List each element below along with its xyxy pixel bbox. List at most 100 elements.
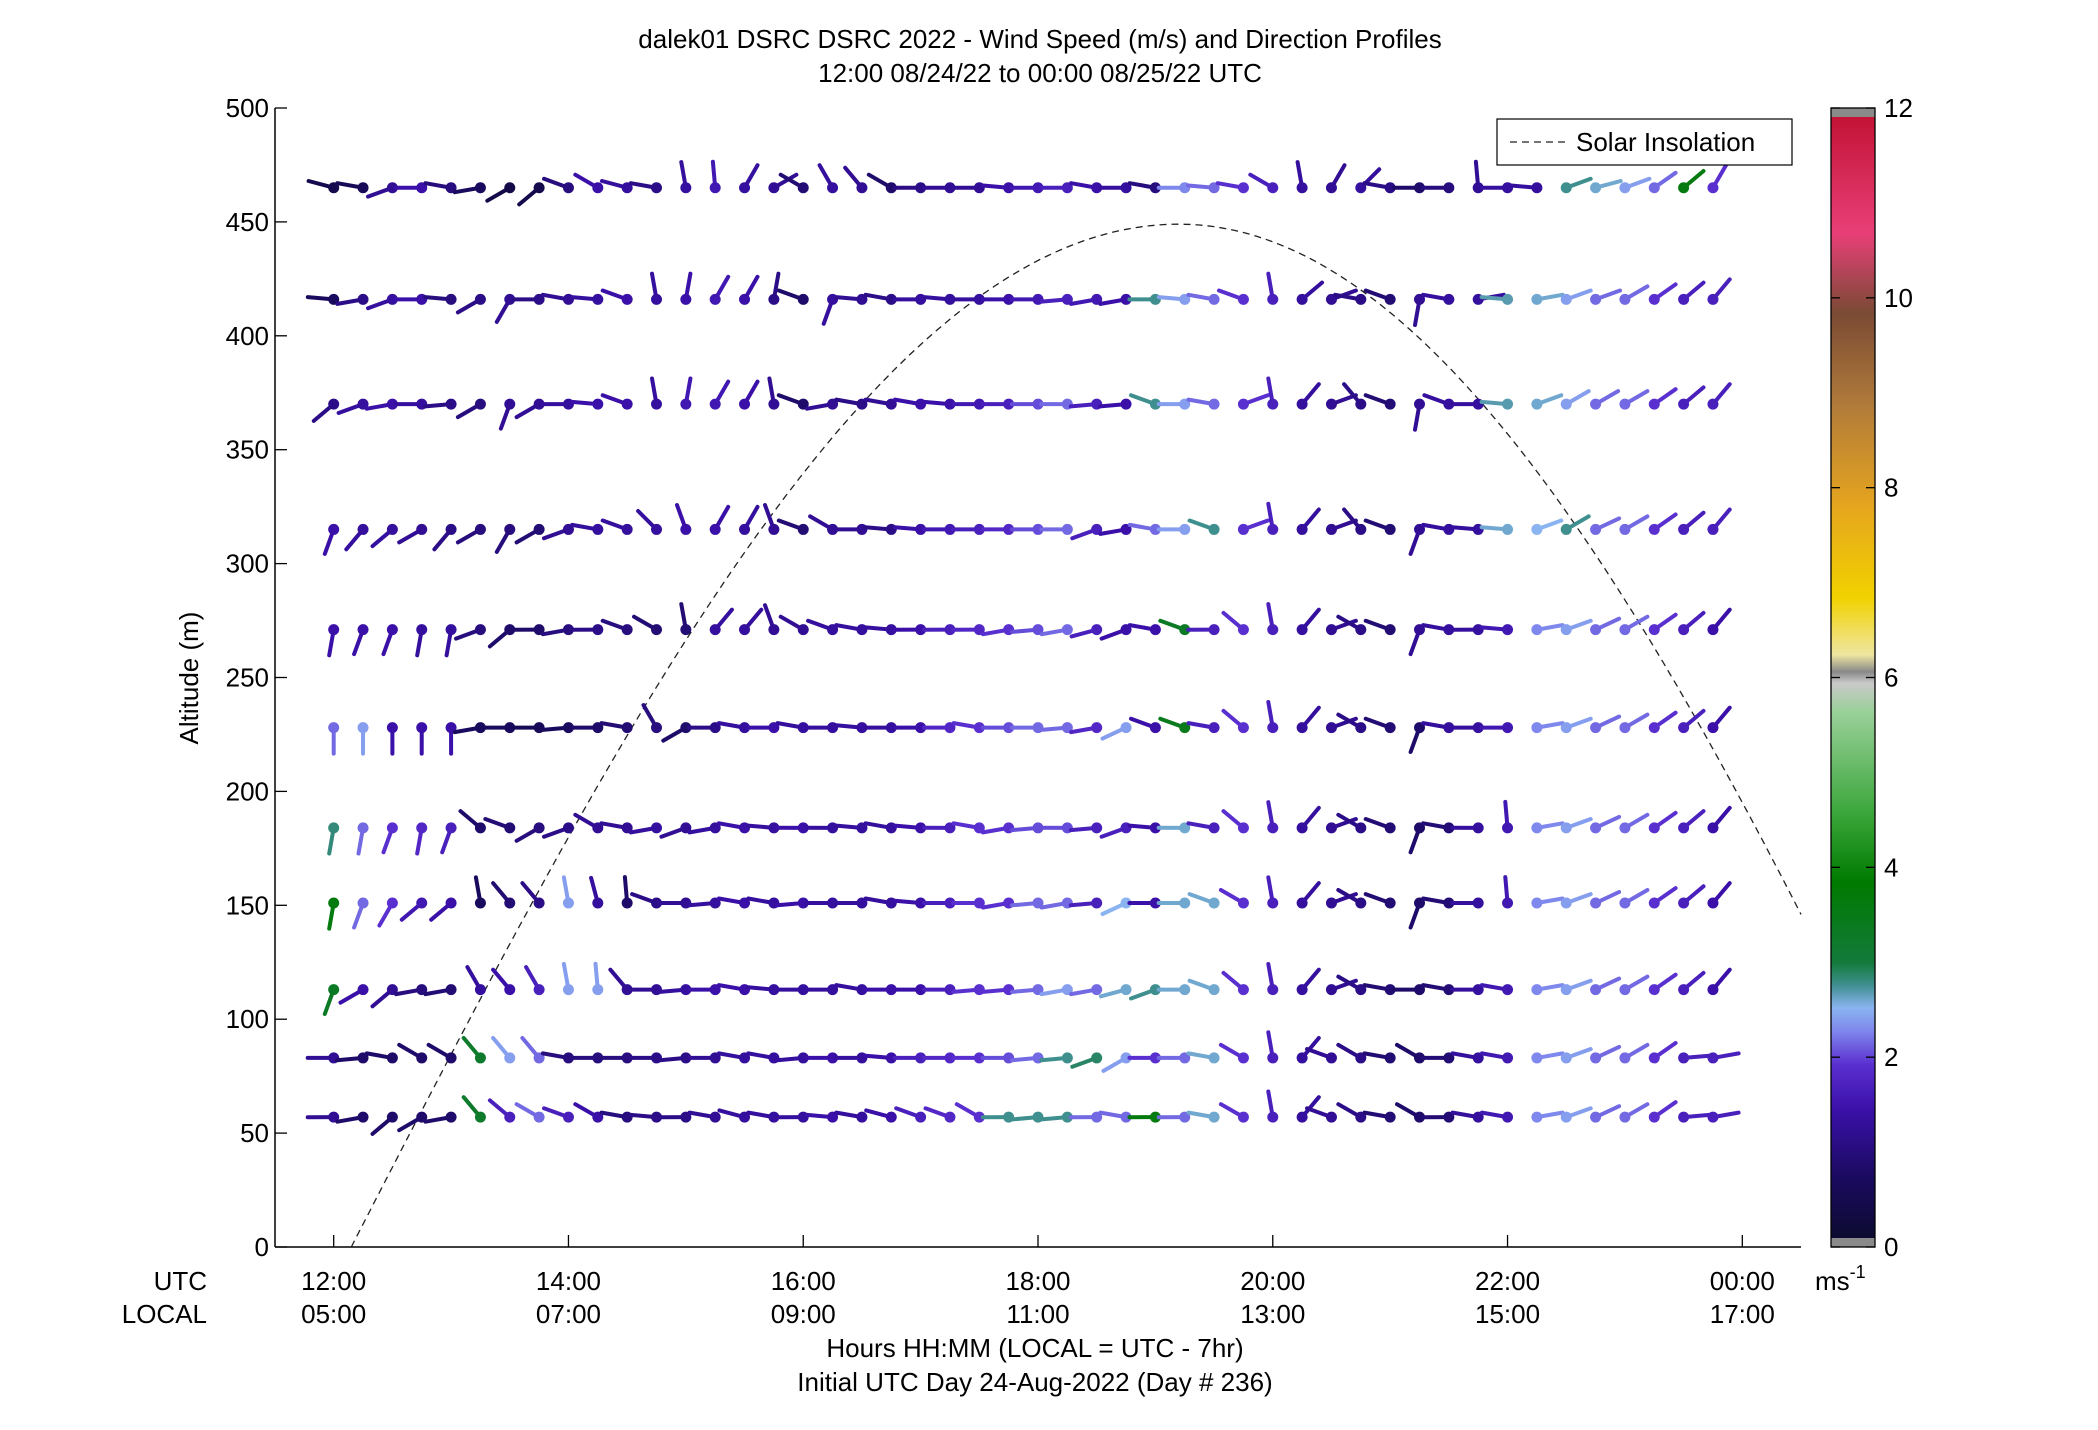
x-tick-label-utc: 16:00 <box>771 1266 836 1296</box>
x-tick-label-local: 05:00 <box>301 1299 366 1329</box>
wind-barb-point <box>446 624 457 635</box>
wind-barb-point <box>1209 399 1220 410</box>
wind-barb-point <box>1502 898 1513 909</box>
wind-barb-point <box>1209 722 1220 733</box>
wind-barb-point <box>739 524 750 535</box>
wind-barb-point <box>1649 898 1660 909</box>
wind-barb-point <box>1355 294 1366 305</box>
wind-barb-point <box>1326 624 1337 635</box>
wind-barb-point <box>1209 524 1220 535</box>
wind-barb-point <box>504 898 515 909</box>
wind-barb-point <box>651 822 662 833</box>
wind-barb-point <box>446 1052 457 1063</box>
wind-barb-point <box>1707 822 1718 833</box>
utc-row-label: UTC <box>154 1266 207 1296</box>
wind-barb-point <box>592 399 603 410</box>
wind-barb-point <box>504 1052 515 1063</box>
solar-insolation-curve <box>351 224 1801 1247</box>
wind-barb-point <box>1238 182 1249 193</box>
y-tick-label: 500 <box>226 93 269 123</box>
y-tick-label: 450 <box>226 207 269 237</box>
colorbar-tick-label: 10 <box>1884 283 1913 313</box>
wind-barb-point <box>1590 1052 1601 1063</box>
wind-barb-point <box>1531 984 1542 995</box>
wind-barb-point <box>1267 182 1278 193</box>
wind-barb-point <box>358 898 369 909</box>
wind-barb-point <box>1561 294 1572 305</box>
wind-barb-point <box>739 182 750 193</box>
wind-barb-point <box>1238 1052 1249 1063</box>
wind-barb-point <box>1209 822 1220 833</box>
wind-barb-point <box>622 524 633 535</box>
wind-barb-point <box>328 524 339 535</box>
wind-barb-point <box>1267 984 1278 995</box>
wind-barb-point <box>1121 722 1132 733</box>
wind-barb-point <box>1238 1112 1249 1123</box>
wind-barb-point <box>1091 624 1102 635</box>
wind-barb-point <box>1091 984 1102 995</box>
wind-barb-point <box>1238 822 1249 833</box>
wind-barb-point <box>1561 1112 1572 1123</box>
wind-barb-point <box>680 624 691 635</box>
wind-barb-point <box>1267 524 1278 535</box>
wind-barb-point <box>475 1112 486 1123</box>
y-tick-label: 350 <box>226 435 269 465</box>
wind-barb-point <box>1619 1112 1630 1123</box>
wind-barb-point <box>1619 182 1630 193</box>
wind-barb-point <box>358 822 369 833</box>
wind-barb-point <box>1385 624 1396 635</box>
wind-barb-point <box>1590 984 1601 995</box>
wind-barb-point <box>475 898 486 909</box>
wind-barb-point <box>1150 722 1161 733</box>
wind-barb-point <box>1561 524 1572 535</box>
wind-barb-point <box>680 399 691 410</box>
wind-barb-point <box>1619 294 1630 305</box>
wind-barb-point <box>387 524 398 535</box>
wind-barb-point <box>768 294 779 305</box>
wind-barb-point <box>1678 822 1689 833</box>
wind-barb-point <box>1678 624 1689 635</box>
wind-barb-point <box>1561 822 1572 833</box>
wind-barb-point <box>1619 624 1630 635</box>
wind-barb-point <box>387 1112 398 1123</box>
wind-barb-point <box>1385 399 1396 410</box>
wind-barb-point <box>328 822 339 833</box>
wind-barb-point <box>1209 624 1220 635</box>
wind-barb-point <box>1707 984 1718 995</box>
wind-barb-point <box>1326 1112 1337 1123</box>
wind-barb-point <box>1326 822 1337 833</box>
wind-barb-point <box>1707 524 1718 535</box>
wind-barb-point <box>1209 1052 1220 1063</box>
wind-barb-point <box>1502 624 1513 635</box>
wind-barb-point <box>827 182 838 193</box>
wind-barb-point <box>358 294 369 305</box>
wind-barb-point <box>1121 399 1132 410</box>
wind-barb-point <box>475 822 486 833</box>
wind-barb-point <box>1414 399 1425 410</box>
wind-barb-point <box>1238 399 1249 410</box>
wind-barb-point <box>1297 624 1308 635</box>
wind-barb-point <box>328 984 339 995</box>
wind-barb-point <box>328 898 339 909</box>
colorbar-bottom-cap <box>1831 1238 1875 1247</box>
colorbar-units-exponent: -1 <box>1850 1262 1866 1282</box>
wind-barb-point <box>622 722 633 733</box>
wind-barb-point <box>387 722 398 733</box>
wind-barb-point <box>1590 722 1601 733</box>
wind-barb-point <box>798 294 809 305</box>
wind-barb-point <box>1531 524 1542 535</box>
wind-barb-point <box>592 624 603 635</box>
x-tick-label-local: 11:00 <box>1006 1299 1069 1329</box>
wind-barb-point <box>1267 294 1278 305</box>
x-tick-label-local: 09:00 <box>771 1299 836 1329</box>
wind-barb-point <box>475 182 486 193</box>
wind-barb-point <box>944 1112 955 1123</box>
wind-barb-point <box>1443 182 1454 193</box>
wind-barb-point <box>416 524 427 535</box>
wind-barb-point <box>1355 722 1366 733</box>
wind-barb-point <box>563 984 574 995</box>
wind-barb-point <box>592 182 603 193</box>
